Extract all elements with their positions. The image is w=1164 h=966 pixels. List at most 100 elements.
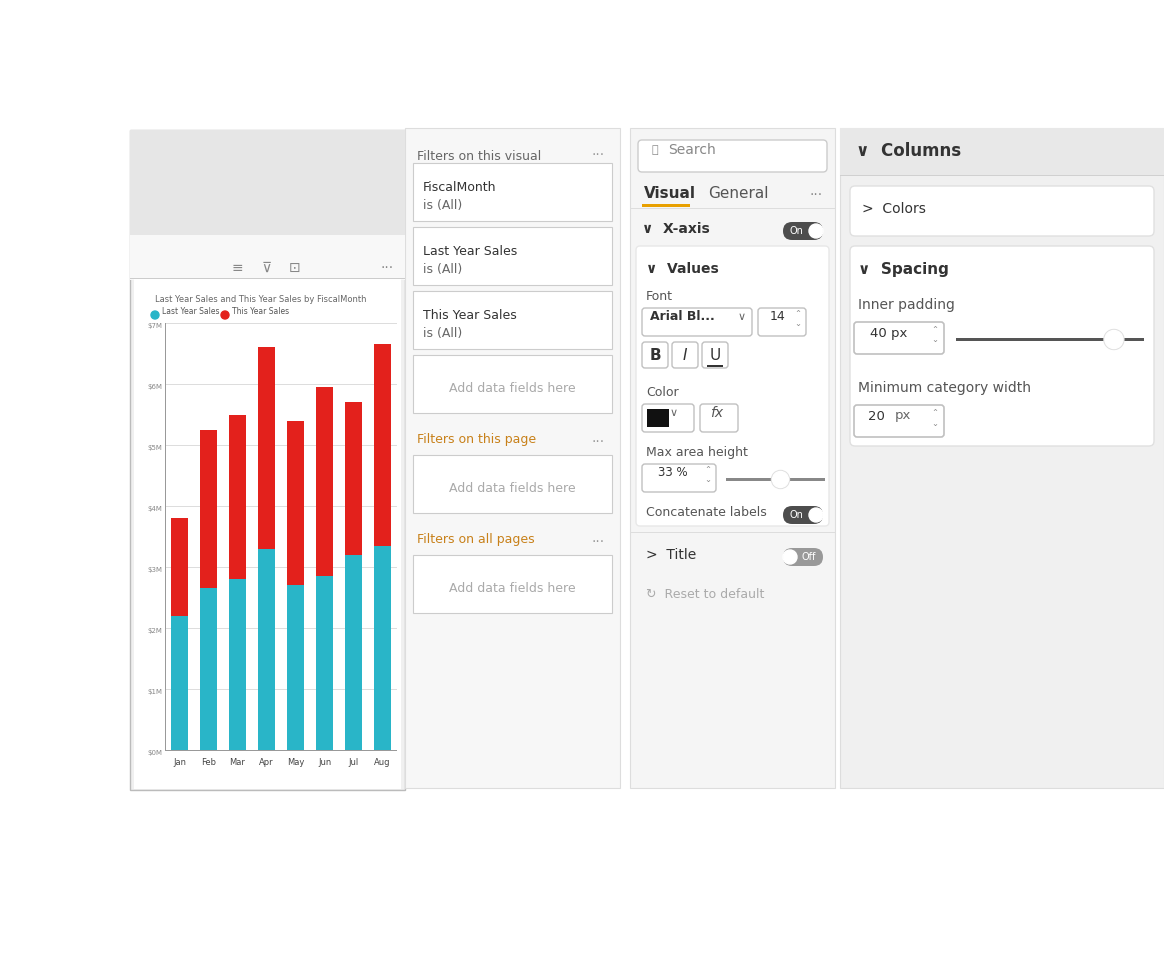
Text: Minimum category width: Minimum category width [858,381,1031,395]
Bar [345,554,362,750]
Bar [413,355,612,413]
Text: Aug: Aug [375,758,391,767]
Text: ⌃: ⌃ [931,326,938,334]
Bar [130,235,405,280]
Text: This Year Sales: This Year Sales [423,309,517,322]
FancyBboxPatch shape [854,322,944,354]
Text: ⌄: ⌄ [795,320,802,328]
Bar [630,128,835,788]
Text: 33 %: 33 % [658,467,688,479]
Text: Jul: Jul [348,758,359,767]
Text: Visual: Visual [644,186,696,201]
Text: Inner padding: Inner padding [858,298,954,312]
Text: Last Year Sales and This Year Sales by FiscalMonth: Last Year Sales and This Year Sales by F… [155,295,367,304]
Text: px: px [895,410,911,422]
FancyBboxPatch shape [702,342,728,368]
Text: B: B [650,349,661,363]
FancyBboxPatch shape [643,342,668,368]
Bar [171,518,189,615]
Bar [130,130,405,238]
Text: ···: ··· [381,261,393,275]
Text: May: May [286,758,304,767]
Bar [413,291,612,349]
FancyBboxPatch shape [783,222,823,240]
Text: Filters on this visual: Filters on this visual [417,150,541,163]
FancyBboxPatch shape [783,548,823,566]
FancyBboxPatch shape [783,506,823,524]
Bar [840,175,1164,176]
Circle shape [783,550,797,564]
Text: Add data fields here: Add data fields here [449,481,576,495]
Circle shape [151,311,159,319]
Text: $5M: $5M [147,445,162,451]
FancyBboxPatch shape [638,140,826,172]
Text: fx: fx [710,406,724,420]
Text: ⌃: ⌃ [704,466,711,474]
Text: Feb: Feb [201,758,217,767]
Text: ∨  Columns: ∨ Columns [856,142,961,160]
Text: ⊡: ⊡ [289,261,300,275]
Text: ↻  Reset to default: ↻ Reset to default [646,588,765,601]
Text: Filters on this page: Filters on this page [417,433,537,446]
Bar [286,420,304,585]
FancyBboxPatch shape [643,464,716,492]
Bar [171,615,189,750]
Bar [413,455,612,513]
Bar [374,546,391,750]
FancyBboxPatch shape [850,246,1154,446]
Circle shape [772,470,789,489]
Text: 20: 20 [868,410,885,422]
Bar [134,279,402,789]
Bar [956,338,1144,341]
Text: ∨  X-axis: ∨ X-axis [643,222,710,236]
Bar [229,414,247,580]
Text: ···: ··· [591,535,605,549]
Text: 14: 14 [771,310,786,324]
Bar [257,348,275,549]
Text: Add data fields here: Add data fields here [449,582,576,594]
Text: 🔍: 🔍 [652,145,659,155]
Text: ∨  Spacing: ∨ Spacing [858,262,949,277]
Text: $7M: $7M [147,323,162,329]
Text: >  Colors: > Colors [863,202,925,216]
Bar [643,204,690,207]
Text: Concatenate labels: Concatenate labels [646,506,767,519]
Text: >  Title: > Title [646,548,696,562]
Bar [315,576,333,750]
Text: $2M: $2M [147,628,162,634]
Text: General: General [708,186,768,201]
Bar [374,344,391,546]
Bar [286,585,304,750]
Text: ⌄: ⌄ [704,475,711,485]
Bar [200,588,218,750]
Text: U: U [709,349,721,363]
Bar [413,163,612,221]
Text: is (All): is (All) [423,263,462,276]
Text: ···: ··· [591,148,605,162]
Text: ···: ··· [591,435,605,449]
Bar [200,430,218,588]
Bar [130,130,405,240]
Bar [413,227,612,285]
Text: ≡: ≡ [232,261,243,275]
Text: $0M: $0M [147,750,162,756]
Circle shape [809,508,823,522]
Text: Apr: Apr [260,758,274,767]
Circle shape [773,471,788,488]
Circle shape [1105,330,1123,349]
Circle shape [1103,329,1124,350]
Bar [726,478,825,481]
Text: On: On [790,510,804,520]
Text: Add data fields here: Add data fields here [449,382,576,394]
Text: is (All): is (All) [423,327,462,340]
Text: Arial Bl...: Arial Bl... [650,310,715,324]
Bar [130,278,405,279]
Text: is (All): is (All) [423,199,462,212]
Text: $4M: $4M [147,506,162,512]
Text: Jun: Jun [318,758,331,767]
FancyBboxPatch shape [758,308,805,336]
Text: Last Year Sales: Last Year Sales [162,306,220,316]
Text: $3M: $3M [147,567,162,573]
Bar [413,555,612,613]
Text: On: On [790,226,804,236]
